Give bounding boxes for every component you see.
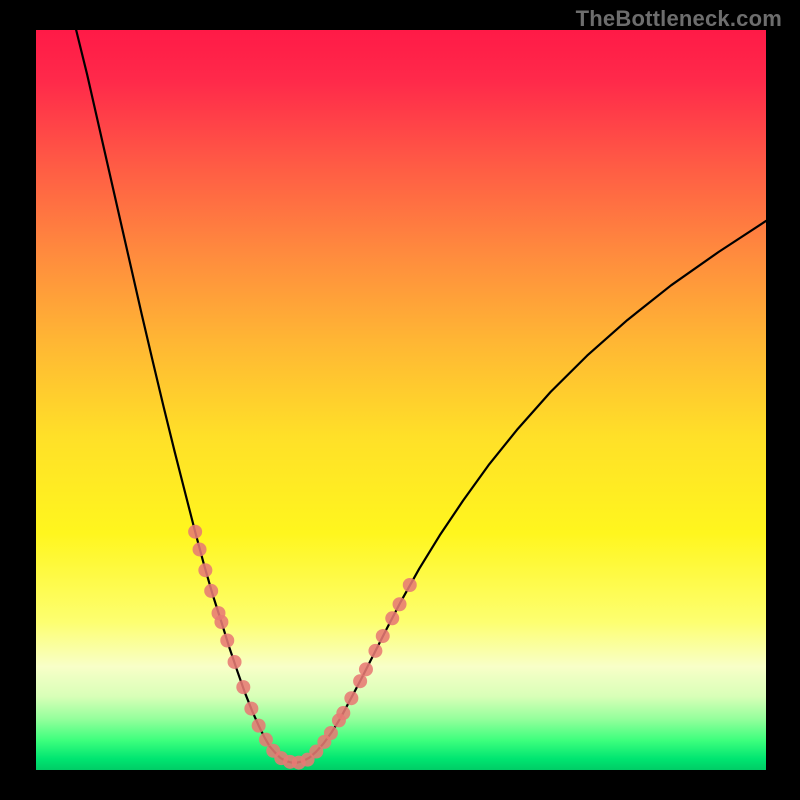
- marker-point: [236, 680, 250, 694]
- marker-point: [324, 726, 338, 740]
- marker-point: [228, 655, 242, 669]
- marker-point: [244, 702, 258, 716]
- marker-point: [193, 542, 207, 556]
- marker-point: [252, 719, 266, 733]
- marker-point: [403, 578, 417, 592]
- marker-point: [336, 706, 350, 720]
- marker-point: [353, 674, 367, 688]
- marker-point: [214, 615, 228, 629]
- marker-point: [188, 525, 202, 539]
- marker-point: [359, 662, 373, 676]
- marker-point: [385, 611, 399, 625]
- marker-point: [376, 629, 390, 643]
- chart-area: [36, 30, 766, 770]
- marker-point: [393, 597, 407, 611]
- marker-point: [368, 644, 382, 658]
- v-curve-chart: [36, 30, 766, 770]
- gradient-background: [36, 30, 766, 770]
- marker-point: [220, 634, 234, 648]
- marker-point: [198, 563, 212, 577]
- watermark-text: TheBottleneck.com: [576, 6, 782, 32]
- marker-point: [344, 691, 358, 705]
- marker-point: [204, 584, 218, 598]
